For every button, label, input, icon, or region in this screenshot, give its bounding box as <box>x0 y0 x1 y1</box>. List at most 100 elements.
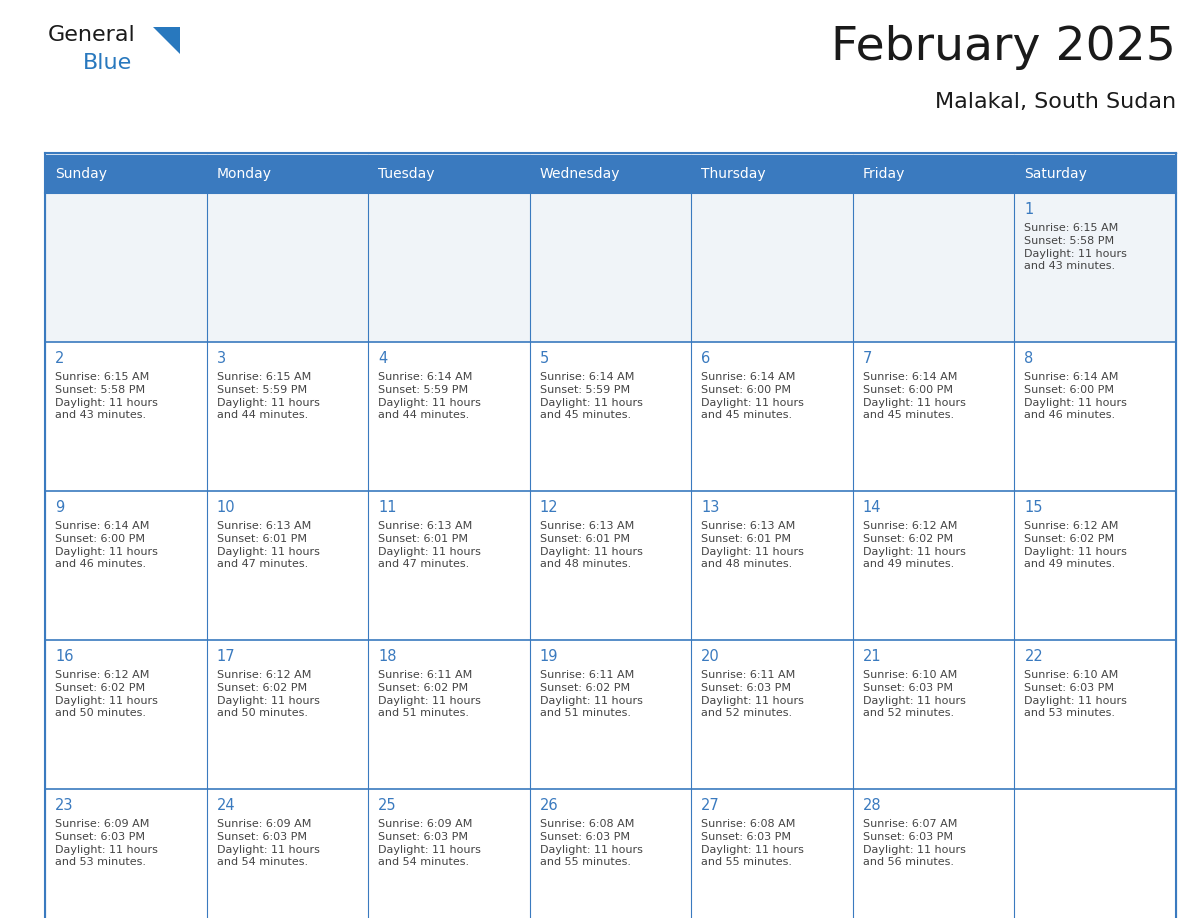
Bar <box>530 342 691 491</box>
Text: Sunrise: 6:11 AM
Sunset: 6:03 PM
Daylight: 11 hours
and 52 minutes.: Sunrise: 6:11 AM Sunset: 6:03 PM Dayligh… <box>701 670 804 719</box>
Text: Sunrise: 6:13 AM
Sunset: 6:01 PM
Daylight: 11 hours
and 48 minutes.: Sunrise: 6:13 AM Sunset: 6:01 PM Dayligh… <box>539 521 643 569</box>
Text: Sunrise: 6:15 AM
Sunset: 5:58 PM
Daylight: 11 hours
and 43 minutes.: Sunrise: 6:15 AM Sunset: 5:58 PM Dayligh… <box>55 372 158 420</box>
Bar <box>1015 342 1176 491</box>
Text: Sunrise: 6:14 AM
Sunset: 6:00 PM
Daylight: 11 hours
and 45 minutes.: Sunrise: 6:14 AM Sunset: 6:00 PM Dayligh… <box>862 372 966 420</box>
Bar <box>368 789 530 918</box>
Bar <box>207 342 368 491</box>
Bar <box>368 193 530 342</box>
Text: 10: 10 <box>216 500 235 515</box>
Bar <box>45 155 1176 193</box>
Text: Tuesday: Tuesday <box>378 167 435 181</box>
Text: Sunrise: 6:08 AM
Sunset: 6:03 PM
Daylight: 11 hours
and 55 minutes.: Sunrise: 6:08 AM Sunset: 6:03 PM Dayligh… <box>539 819 643 868</box>
Bar <box>691 491 853 640</box>
Text: Sunrise: 6:12 AM
Sunset: 6:02 PM
Daylight: 11 hours
and 49 minutes.: Sunrise: 6:12 AM Sunset: 6:02 PM Dayligh… <box>862 521 966 569</box>
Bar <box>691 193 853 342</box>
Text: 22: 22 <box>1024 649 1043 664</box>
Text: 25: 25 <box>378 798 397 813</box>
Bar <box>691 789 853 918</box>
Text: 17: 17 <box>216 649 235 664</box>
Text: 26: 26 <box>539 798 558 813</box>
Text: Sunrise: 6:13 AM
Sunset: 6:01 PM
Daylight: 11 hours
and 47 minutes.: Sunrise: 6:13 AM Sunset: 6:01 PM Dayligh… <box>216 521 320 569</box>
Bar <box>45 640 207 789</box>
Text: Blue: Blue <box>83 53 132 73</box>
Text: Sunrise: 6:15 AM
Sunset: 5:58 PM
Daylight: 11 hours
and 43 minutes.: Sunrise: 6:15 AM Sunset: 5:58 PM Dayligh… <box>1024 223 1127 272</box>
Text: Sunrise: 6:14 AM
Sunset: 5:59 PM
Daylight: 11 hours
and 44 minutes.: Sunrise: 6:14 AM Sunset: 5:59 PM Dayligh… <box>378 372 481 420</box>
Text: 12: 12 <box>539 500 558 515</box>
Bar <box>1015 193 1176 342</box>
Text: 27: 27 <box>701 798 720 813</box>
Polygon shape <box>153 27 181 54</box>
Text: 5: 5 <box>539 351 549 366</box>
Text: Sunrise: 6:11 AM
Sunset: 6:02 PM
Daylight: 11 hours
and 51 minutes.: Sunrise: 6:11 AM Sunset: 6:02 PM Dayligh… <box>378 670 481 719</box>
Bar <box>853 640 1015 789</box>
Bar <box>45 193 207 342</box>
Text: Sunrise: 6:13 AM
Sunset: 6:01 PM
Daylight: 11 hours
and 47 minutes.: Sunrise: 6:13 AM Sunset: 6:01 PM Dayligh… <box>378 521 481 569</box>
Text: General: General <box>48 25 135 45</box>
Bar <box>530 193 691 342</box>
Text: 8: 8 <box>1024 351 1034 366</box>
Bar <box>1015 640 1176 789</box>
Text: Sunrise: 6:11 AM
Sunset: 6:02 PM
Daylight: 11 hours
and 51 minutes.: Sunrise: 6:11 AM Sunset: 6:02 PM Dayligh… <box>539 670 643 719</box>
Bar <box>368 342 530 491</box>
Text: February 2025: February 2025 <box>832 25 1176 70</box>
Text: Sunrise: 6:13 AM
Sunset: 6:01 PM
Daylight: 11 hours
and 48 minutes.: Sunrise: 6:13 AM Sunset: 6:01 PM Dayligh… <box>701 521 804 569</box>
Text: Sunrise: 6:12 AM
Sunset: 6:02 PM
Daylight: 11 hours
and 49 minutes.: Sunrise: 6:12 AM Sunset: 6:02 PM Dayligh… <box>1024 521 1127 569</box>
Text: 21: 21 <box>862 649 881 664</box>
Text: Sunrise: 6:10 AM
Sunset: 6:03 PM
Daylight: 11 hours
and 52 minutes.: Sunrise: 6:10 AM Sunset: 6:03 PM Dayligh… <box>862 670 966 719</box>
Bar <box>691 640 853 789</box>
Text: Sunrise: 6:09 AM
Sunset: 6:03 PM
Daylight: 11 hours
and 54 minutes.: Sunrise: 6:09 AM Sunset: 6:03 PM Dayligh… <box>216 819 320 868</box>
Text: Sunrise: 6:09 AM
Sunset: 6:03 PM
Daylight: 11 hours
and 54 minutes.: Sunrise: 6:09 AM Sunset: 6:03 PM Dayligh… <box>378 819 481 868</box>
Text: Sunrise: 6:14 AM
Sunset: 6:00 PM
Daylight: 11 hours
and 46 minutes.: Sunrise: 6:14 AM Sunset: 6:00 PM Dayligh… <box>1024 372 1127 420</box>
Text: Monday: Monday <box>216 167 272 181</box>
Text: 13: 13 <box>701 500 720 515</box>
Bar <box>45 491 207 640</box>
Text: 14: 14 <box>862 500 881 515</box>
Text: 6: 6 <box>701 351 710 366</box>
Text: Sunrise: 6:14 AM
Sunset: 6:00 PM
Daylight: 11 hours
and 45 minutes.: Sunrise: 6:14 AM Sunset: 6:00 PM Dayligh… <box>701 372 804 420</box>
Text: Sunrise: 6:07 AM
Sunset: 6:03 PM
Daylight: 11 hours
and 56 minutes.: Sunrise: 6:07 AM Sunset: 6:03 PM Dayligh… <box>862 819 966 868</box>
Text: Wednesday: Wednesday <box>539 167 620 181</box>
Bar <box>368 491 530 640</box>
Text: Sunrise: 6:12 AM
Sunset: 6:02 PM
Daylight: 11 hours
and 50 minutes.: Sunrise: 6:12 AM Sunset: 6:02 PM Dayligh… <box>216 670 320 719</box>
Bar <box>368 640 530 789</box>
Text: 2: 2 <box>55 351 64 366</box>
Bar <box>853 789 1015 918</box>
Text: Malakal, South Sudan: Malakal, South Sudan <box>935 92 1176 112</box>
Text: 3: 3 <box>216 351 226 366</box>
Text: 23: 23 <box>55 798 74 813</box>
Text: Sunrise: 6:10 AM
Sunset: 6:03 PM
Daylight: 11 hours
and 53 minutes.: Sunrise: 6:10 AM Sunset: 6:03 PM Dayligh… <box>1024 670 1127 719</box>
Bar <box>207 193 368 342</box>
Bar <box>530 491 691 640</box>
Bar <box>530 640 691 789</box>
Text: Sunrise: 6:12 AM
Sunset: 6:02 PM
Daylight: 11 hours
and 50 minutes.: Sunrise: 6:12 AM Sunset: 6:02 PM Dayligh… <box>55 670 158 719</box>
Text: 11: 11 <box>378 500 397 515</box>
Bar <box>691 342 853 491</box>
Text: Sunrise: 6:14 AM
Sunset: 5:59 PM
Daylight: 11 hours
and 45 minutes.: Sunrise: 6:14 AM Sunset: 5:59 PM Dayligh… <box>539 372 643 420</box>
Text: 24: 24 <box>216 798 235 813</box>
Text: 7: 7 <box>862 351 872 366</box>
Bar <box>1015 789 1176 918</box>
Bar <box>207 789 368 918</box>
Bar <box>1015 491 1176 640</box>
Bar <box>853 491 1015 640</box>
Bar <box>530 789 691 918</box>
Bar <box>45 342 207 491</box>
Bar <box>207 640 368 789</box>
Text: Sunrise: 6:09 AM
Sunset: 6:03 PM
Daylight: 11 hours
and 53 minutes.: Sunrise: 6:09 AM Sunset: 6:03 PM Dayligh… <box>55 819 158 868</box>
Text: Sunday: Sunday <box>55 167 107 181</box>
Bar <box>207 491 368 640</box>
Text: 20: 20 <box>701 649 720 664</box>
Text: Saturday: Saturday <box>1024 167 1087 181</box>
Text: 4: 4 <box>378 351 387 366</box>
Text: Sunrise: 6:14 AM
Sunset: 6:00 PM
Daylight: 11 hours
and 46 minutes.: Sunrise: 6:14 AM Sunset: 6:00 PM Dayligh… <box>55 521 158 569</box>
Text: 15: 15 <box>1024 500 1043 515</box>
Text: 18: 18 <box>378 649 397 664</box>
Text: 28: 28 <box>862 798 881 813</box>
Bar <box>853 342 1015 491</box>
Text: 16: 16 <box>55 649 74 664</box>
Text: 9: 9 <box>55 500 64 515</box>
Text: 19: 19 <box>539 649 558 664</box>
Text: 1: 1 <box>1024 202 1034 217</box>
Text: Friday: Friday <box>862 167 905 181</box>
Text: Thursday: Thursday <box>701 167 766 181</box>
